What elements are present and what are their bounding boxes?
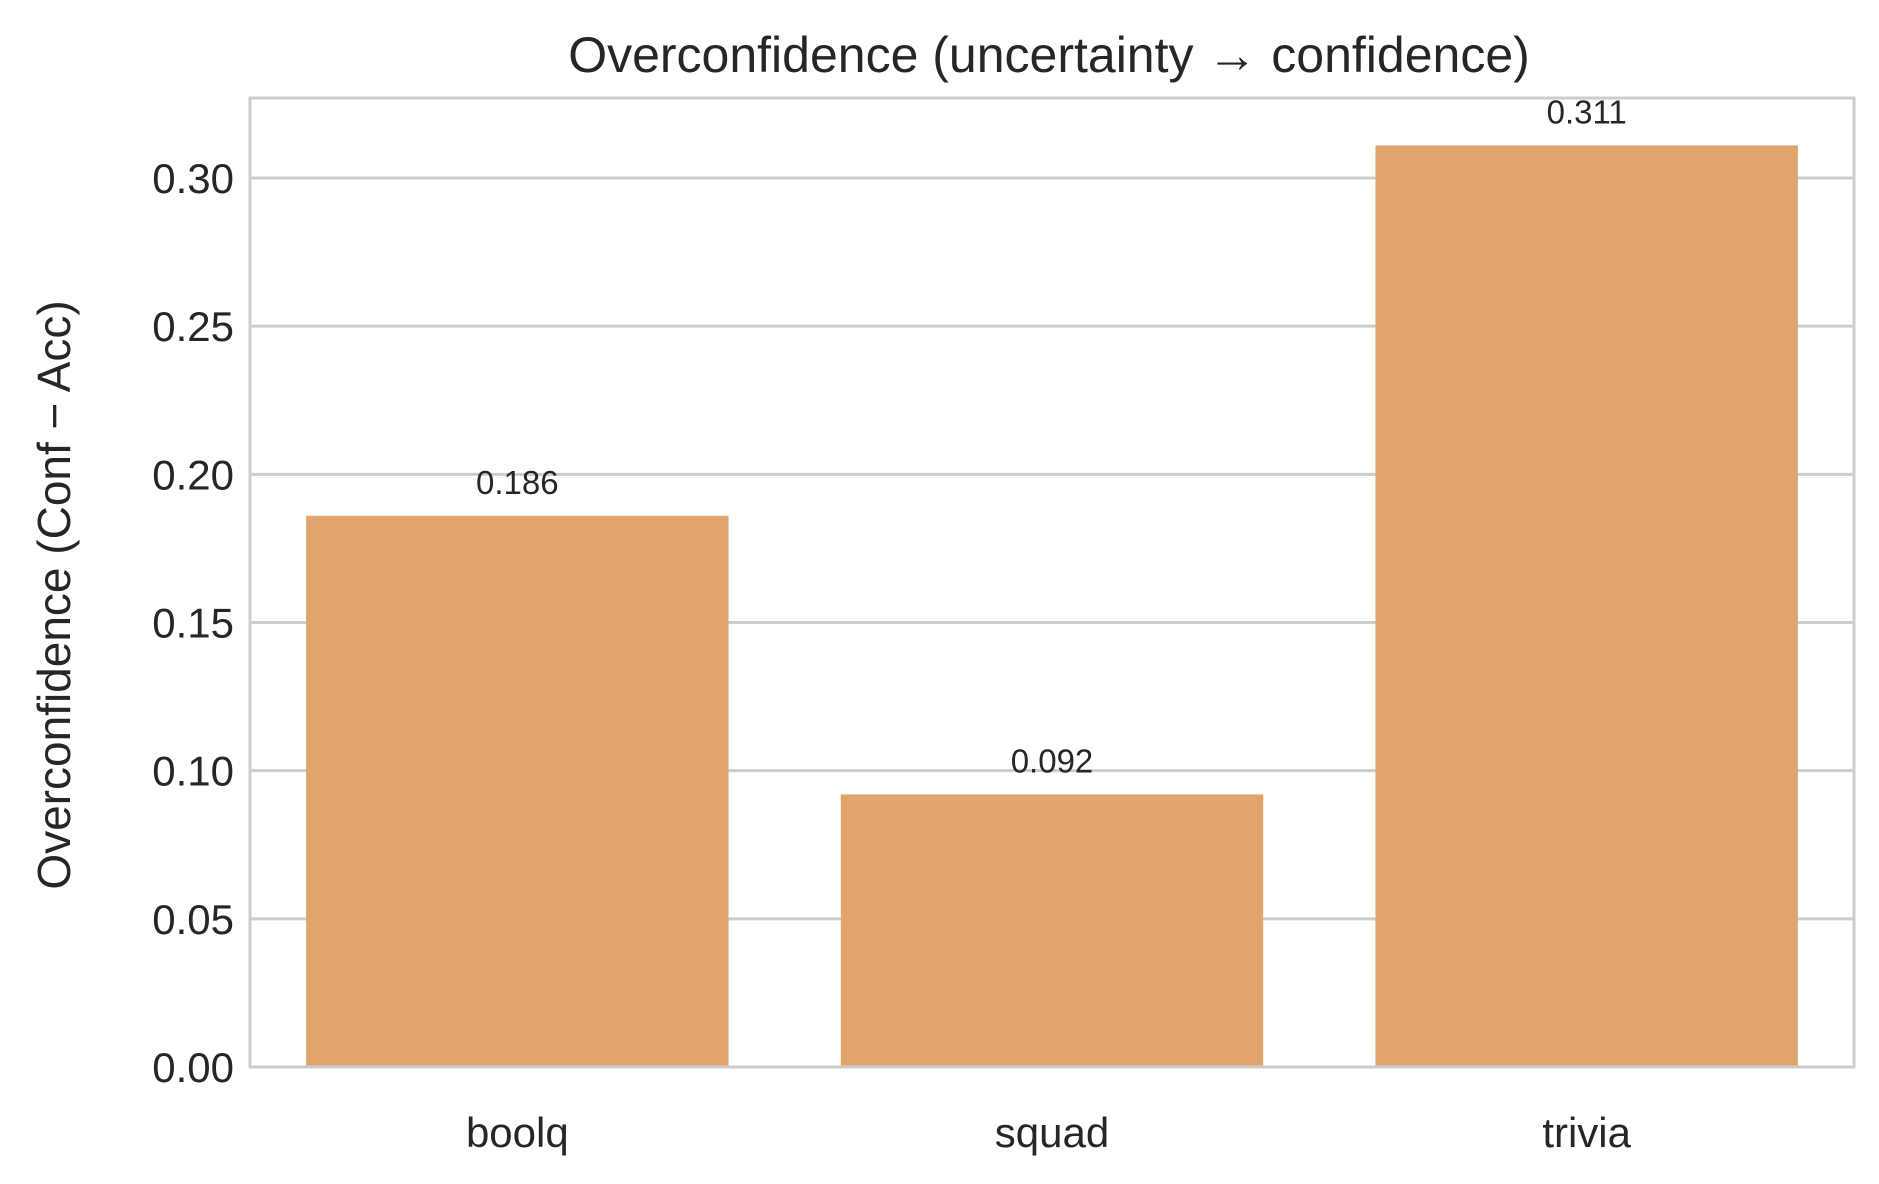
- x-tick-label-trivia: trivia: [1542, 1109, 1631, 1156]
- bar-boolq: [306, 515, 729, 1067]
- y-tick-label: 0.15: [152, 600, 234, 647]
- y-tick-label: 0.25: [152, 303, 234, 350]
- data-labels: 0.186 0.092 0.311: [476, 93, 1627, 779]
- y-ticks: 0.00 0.05 0.10 0.15 0.20 0.25 0.30: [152, 155, 234, 1091]
- y-tick-label: 0.00: [152, 1044, 234, 1091]
- y-tick-label: 0.20: [152, 451, 234, 498]
- x-tick-label-boolq: boolq: [466, 1109, 569, 1156]
- x-tick-label-squad: squad: [995, 1109, 1109, 1156]
- chart-title: Overconfidence (uncertainty → confidence…: [568, 27, 1530, 83]
- bar-trivia: [1375, 145, 1798, 1067]
- y-tick-label: 0.30: [152, 155, 234, 202]
- x-categories: boolq squad trivia: [466, 1109, 1632, 1156]
- data-label-squad: 0.092: [1011, 742, 1094, 779]
- y-axis-label: Overconfidence (Conf − Acc): [28, 300, 80, 889]
- y-tick-label: 0.10: [152, 748, 234, 795]
- plot-frame: [248, 96, 1856, 1069]
- data-label-trivia: 0.311: [1547, 93, 1627, 130]
- bar-squad: [840, 794, 1264, 1067]
- y-tick-label: 0.05: [152, 896, 234, 943]
- data-label-boolq: 0.186: [476, 464, 559, 501]
- bars: [306, 145, 1798, 1067]
